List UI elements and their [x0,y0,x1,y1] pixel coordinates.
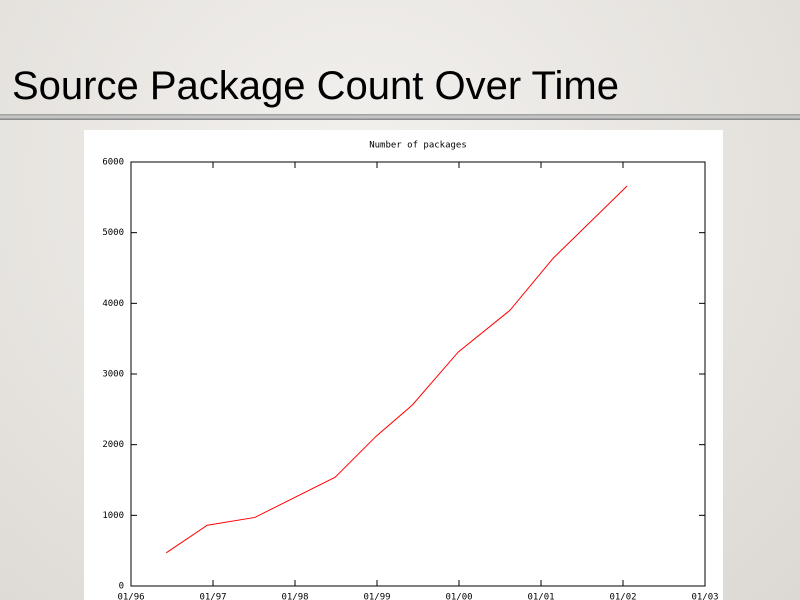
y-tick-label: 4000 [102,299,124,309]
title-rule [0,114,800,120]
x-tick-label: 01/98 [281,593,308,600]
x-tick-label: 01/99 [363,593,390,600]
y-tick-label: 3000 [102,370,124,380]
x-tick-label: 01/03 [691,593,718,600]
chart-background [84,130,723,600]
y-tick-label: 0 [119,582,124,592]
y-tick-label: 1000 [102,511,124,521]
x-tick-label: 01/00 [445,593,472,600]
y-tick-label: 2000 [102,440,124,450]
x-tick-label: 01/97 [199,593,226,600]
data-line [165,185,628,554]
x-tick-label: 01/01 [527,593,554,600]
y-tick-label: 6000 [102,158,124,168]
x-tick-label: 01/96 [117,593,144,600]
x-tick-label: 01/02 [609,593,636,600]
slide-title: Source Package Count Over Time [12,64,619,108]
y-tick-label: 5000 [102,228,124,238]
chart-title: Number of packages [369,141,467,151]
